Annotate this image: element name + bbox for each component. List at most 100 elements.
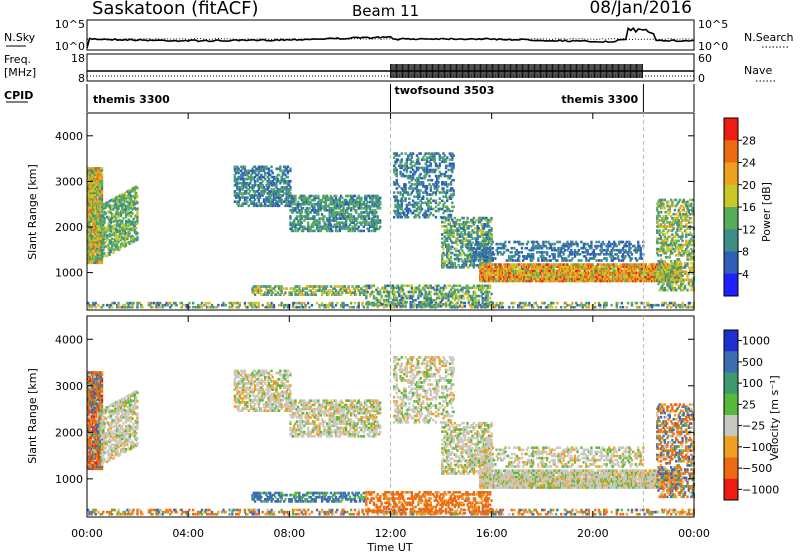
range-gate-cell xyxy=(429,168,432,172)
range-gate-cell xyxy=(549,275,553,279)
range-gate-cell xyxy=(126,221,129,224)
range-gate-cell xyxy=(350,213,353,216)
range-gate-cell xyxy=(97,303,100,307)
range-gate-cell xyxy=(546,269,549,273)
range-gate-cell xyxy=(98,243,101,246)
range-gate-cell xyxy=(302,202,305,206)
range-gate-cell xyxy=(556,263,559,266)
range-gate-cell xyxy=(266,204,269,208)
range-gate-cell xyxy=(486,220,489,224)
range-gate-cell xyxy=(461,305,464,309)
range-gate-cell xyxy=(499,263,502,266)
range-gate-cell xyxy=(570,279,573,283)
range-gate-cell xyxy=(127,305,130,309)
range-gate-cell xyxy=(92,199,95,203)
range-gate-cell xyxy=(300,229,303,233)
range-gate-cell xyxy=(276,188,279,191)
range-gate-cell xyxy=(528,277,531,281)
range-gate-cell xyxy=(427,199,430,203)
range-gate-cell xyxy=(155,303,158,307)
range-gate-cell xyxy=(128,201,131,204)
range-gate-cell xyxy=(519,275,522,279)
range-gate-cell xyxy=(93,202,96,205)
range-gate-cell xyxy=(235,179,238,183)
range-gate-cell xyxy=(250,200,253,203)
range-gate-cell xyxy=(444,191,448,194)
range-gate-cell xyxy=(377,227,381,231)
range-gate-cell xyxy=(615,303,618,307)
range-gate-cell xyxy=(118,235,121,239)
range-gate-cell xyxy=(429,154,432,157)
range-gate-cell xyxy=(520,263,524,266)
range-gate-cell xyxy=(331,202,334,206)
range-gate-cell xyxy=(446,227,449,230)
range-gate-cell xyxy=(93,208,96,211)
range-gate-cell xyxy=(318,198,321,202)
range-gate-cell xyxy=(613,269,616,273)
range-gate-cell xyxy=(348,200,352,204)
range-gate-cell xyxy=(647,279,650,283)
range-gate-cell xyxy=(630,265,634,268)
range-gate-cell xyxy=(352,219,355,222)
range-gate-cell xyxy=(318,219,321,222)
range-gate-cell xyxy=(89,218,92,221)
range-gate-cell xyxy=(90,175,94,178)
range-gate-cell xyxy=(492,305,496,309)
range-gate-cell xyxy=(92,234,95,238)
range-gate-cell xyxy=(523,263,526,266)
range-gate-cell xyxy=(127,206,130,209)
range-gate-cell xyxy=(400,187,403,190)
range-gate-cell xyxy=(293,200,296,204)
range-gate-cell xyxy=(242,192,245,195)
range-gate-cell xyxy=(425,156,429,159)
range-gate-cell xyxy=(575,265,578,268)
range-gate-cell xyxy=(444,243,448,247)
range-gate-cell xyxy=(140,305,143,309)
range-gate-cell xyxy=(347,202,350,206)
range-gate-cell xyxy=(461,227,464,230)
range-gate-cell xyxy=(395,154,398,157)
range-gate-cell xyxy=(403,213,406,217)
range-gate-cell xyxy=(121,221,124,225)
range-gate-cell xyxy=(467,225,470,228)
range-gate-cell xyxy=(99,177,102,180)
range-gate-cell xyxy=(135,214,138,217)
range-gate-cell xyxy=(271,184,274,187)
range-gate-cell xyxy=(422,201,425,205)
range-gate-cell xyxy=(366,305,369,309)
range-gate-cell xyxy=(481,265,484,268)
range-gate-cell xyxy=(89,224,92,228)
range-gate-cell xyxy=(412,205,415,209)
range-gate-cell xyxy=(520,265,524,268)
range-gate-cell xyxy=(116,236,119,240)
range-gate-cell xyxy=(274,198,277,201)
range-gate-cell xyxy=(275,179,278,183)
range-gate-cell xyxy=(97,230,100,234)
range-gate-cell xyxy=(589,265,592,268)
range-gate-cell xyxy=(307,217,310,220)
range-gate-cell xyxy=(645,303,649,307)
range-gate-cell xyxy=(355,202,358,206)
range-gate-cell xyxy=(241,196,244,199)
range-gate-cell xyxy=(529,279,532,283)
range-gate-cell xyxy=(108,305,111,309)
range-gate-cell xyxy=(243,301,247,305)
range-gate-cell xyxy=(518,275,521,279)
range-gate-cell xyxy=(179,301,182,305)
range-gate-cell xyxy=(609,271,612,275)
range-gate-cell xyxy=(608,267,611,270)
range-gate-cell xyxy=(489,229,492,232)
range-gate-cell xyxy=(505,271,508,275)
range-gate-cell xyxy=(425,166,429,170)
range-gate-cell xyxy=(345,287,348,290)
range-gate-cell xyxy=(490,255,493,259)
range-gate-cell xyxy=(299,289,302,292)
range-gate-cell xyxy=(88,249,91,252)
range-gate-cell xyxy=(99,247,102,251)
range-gate-cell xyxy=(251,171,254,175)
range-gate-cell xyxy=(92,197,95,201)
range-gate-cell xyxy=(552,273,555,277)
range-gate-cell xyxy=(299,196,302,200)
range-gate-cell xyxy=(345,219,348,222)
range-gate-cell xyxy=(538,279,541,283)
